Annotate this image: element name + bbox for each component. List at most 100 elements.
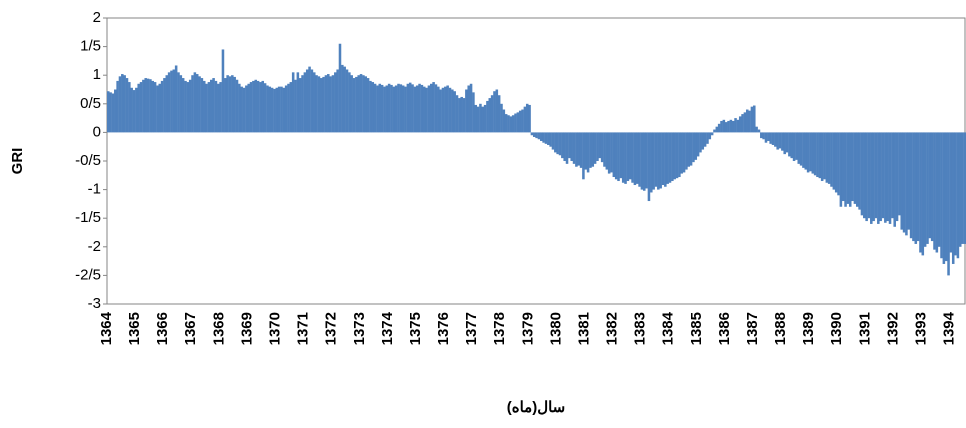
bar: [135, 87, 138, 133]
bar: [841, 132, 845, 202]
bar: [467, 85, 470, 133]
bar: [444, 86, 447, 133]
bar: [142, 79, 145, 133]
bar: [308, 66, 311, 133]
x-tick-label: 1386: [716, 312, 733, 345]
bar: [593, 132, 597, 164]
bar: [570, 132, 573, 161]
bar: [879, 132, 882, 222]
y-tick-label: -3: [88, 295, 101, 312]
bar: [153, 82, 157, 133]
bar: [600, 132, 604, 163]
bar: [481, 106, 485, 133]
bar: [455, 95, 459, 133]
bar: [343, 66, 346, 133]
bar: [130, 87, 133, 133]
bar: [802, 132, 805, 168]
bar: [717, 123, 721, 133]
bar: [778, 132, 782, 149]
bar: [186, 82, 190, 133]
bar: [312, 72, 316, 133]
bar: [160, 80, 164, 133]
bar: [355, 76, 358, 133]
y-axis-label: GRI: [9, 148, 26, 175]
bar: [193, 72, 197, 133]
bar: [434, 84, 438, 133]
bar: [404, 86, 407, 133]
bar: [418, 83, 421, 133]
bar: [497, 95, 501, 133]
y-tick-label: 0/5: [80, 95, 101, 112]
x-tick-label: 1390: [828, 312, 845, 345]
bar: [504, 114, 508, 133]
bar: [886, 132, 889, 222]
bar: [518, 110, 522, 133]
bar: [940, 132, 943, 259]
bar: [479, 103, 482, 133]
bar: [172, 69, 176, 133]
bar: [694, 132, 698, 160]
bar: [415, 85, 419, 133]
bar: [348, 72, 351, 133]
x-tick-label: 1385: [688, 312, 705, 345]
bar: [109, 92, 112, 133]
bar: [177, 72, 180, 133]
bar: [916, 132, 920, 242]
bar: [500, 103, 503, 133]
bar: [425, 87, 428, 133]
bar: [673, 132, 676, 180]
bar: [881, 132, 885, 219]
bar: [893, 132, 896, 227]
bar: [556, 132, 559, 155]
bar: [334, 72, 337, 133]
bar: [336, 69, 339, 133]
bar: [544, 132, 548, 144]
bar: [844, 132, 847, 207]
bar: [816, 132, 819, 178]
bar: [294, 79, 297, 133]
bar: [687, 132, 691, 167]
bar: [633, 132, 637, 186]
bar: [689, 132, 693, 166]
bar: [287, 83, 290, 133]
bar: [584, 132, 588, 170]
bar: [888, 132, 892, 224]
bar: [121, 74, 124, 133]
bar: [942, 132, 946, 264]
bar: [146, 78, 150, 133]
bar: [261, 80, 265, 133]
bar: [577, 132, 581, 166]
bar: [736, 119, 740, 133]
bar: [329, 76, 332, 133]
bar: [195, 74, 199, 133]
bar: [921, 132, 925, 256]
bar: [659, 132, 662, 189]
bar: [408, 82, 412, 133]
x-tick-label: 1394: [941, 311, 958, 345]
bar: [200, 78, 204, 133]
bar: [387, 83, 391, 133]
bar: [270, 87, 274, 133]
bar: [427, 85, 431, 133]
bar: [603, 132, 606, 167]
bar: [710, 132, 714, 136]
bar: [254, 79, 257, 133]
bar: [666, 132, 669, 184]
bar: [635, 132, 639, 184]
bar: [806, 132, 810, 173]
bar: [565, 132, 569, 164]
y-tick-label: -1/5: [75, 209, 101, 226]
bar: [511, 115, 515, 133]
bar: [350, 75, 353, 133]
bar: [284, 85, 288, 133]
bar: [834, 132, 838, 193]
bar: [266, 85, 269, 133]
bar: [472, 92, 475, 133]
bar: [275, 87, 279, 133]
x-tick-label: 1392: [884, 312, 901, 345]
bar: [116, 80, 119, 133]
bar: [692, 132, 695, 163]
bar: [865, 132, 868, 222]
bar: [373, 83, 377, 133]
bar: [331, 75, 335, 133]
